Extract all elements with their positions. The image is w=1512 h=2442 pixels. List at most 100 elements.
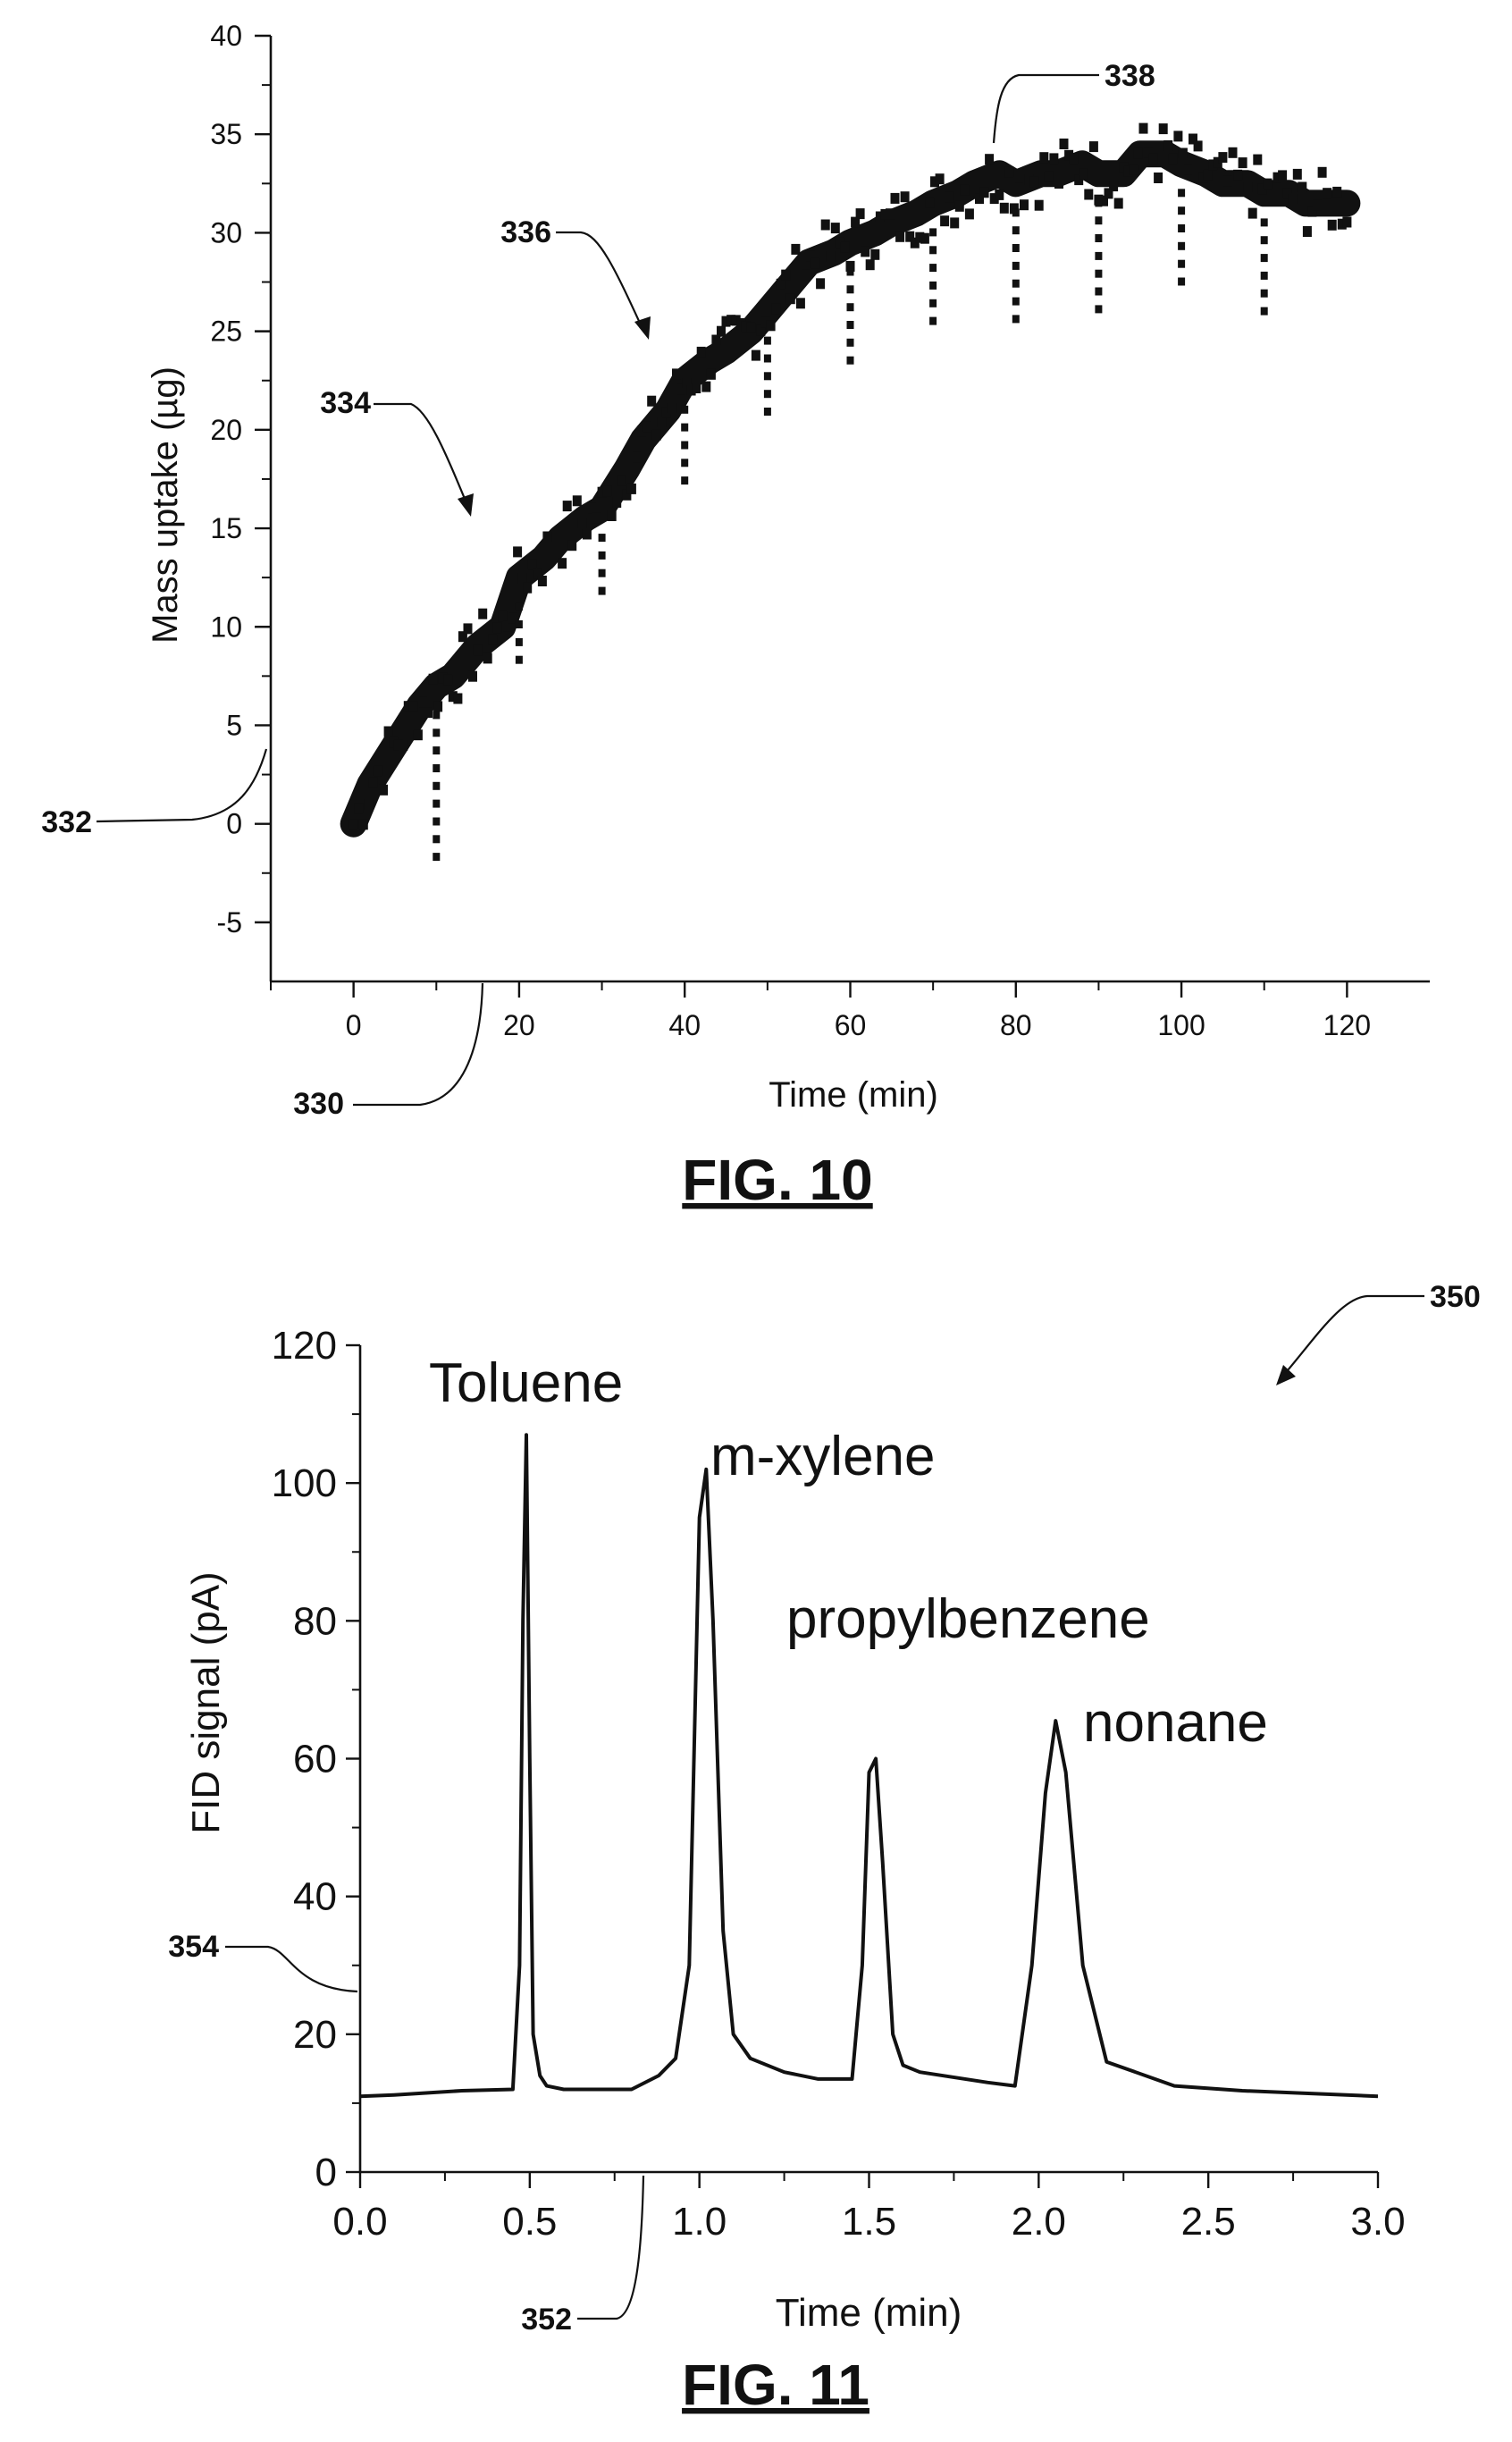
fig10-data-point bbox=[696, 346, 706, 358]
fig10-data-point bbox=[1263, 178, 1273, 189]
fig10-data-point bbox=[811, 257, 820, 269]
fig10-data-point bbox=[433, 701, 443, 712]
fig10-dip-point bbox=[598, 534, 606, 543]
fig10-data-point bbox=[517, 573, 527, 584]
fig10-dip-point bbox=[1012, 208, 1020, 217]
fig10-dip-point bbox=[1260, 307, 1268, 316]
fig10-dip-point bbox=[1095, 234, 1103, 242]
fig10-data-point bbox=[692, 383, 701, 393]
fig10-data-point bbox=[1257, 183, 1267, 195]
fig10-data-point bbox=[542, 531, 552, 543]
fig10-data-point bbox=[1024, 174, 1034, 185]
fig10-dip-point bbox=[1095, 216, 1103, 225]
fig10-data-point bbox=[438, 672, 448, 684]
fig10-dip-point bbox=[598, 551, 606, 560]
ref-332-label: 332 bbox=[41, 805, 92, 839]
fig10-dip-point bbox=[1178, 224, 1186, 232]
fig10-dip-point bbox=[846, 267, 854, 276]
fig10-dip-point bbox=[433, 728, 441, 737]
fig10-data-point bbox=[751, 349, 760, 361]
fig10-data-point bbox=[1332, 186, 1342, 198]
fig10-data-point bbox=[945, 191, 954, 203]
fig10-data-point bbox=[746, 322, 756, 333]
fig10-data-point bbox=[940, 215, 950, 227]
fig10-data-point bbox=[577, 518, 587, 528]
fig10-dip-point bbox=[763, 354, 771, 363]
fig10-data-point bbox=[533, 568, 542, 579]
fig10-dip-point bbox=[1095, 287, 1103, 296]
fig10-data-point bbox=[717, 325, 726, 337]
fig10-data-point bbox=[582, 528, 592, 540]
fig10-data-point bbox=[999, 202, 1009, 214]
fig10-y-tick-label: 25 bbox=[210, 316, 242, 348]
fig10-data-point bbox=[1113, 198, 1123, 209]
fig10-data-point bbox=[607, 510, 617, 521]
fig10-data-point bbox=[1228, 147, 1238, 158]
fig10-data-point bbox=[905, 231, 915, 242]
fig10-data-point bbox=[1233, 169, 1243, 181]
fig10-dip-point bbox=[1178, 241, 1186, 250]
fig10-data-point bbox=[1123, 165, 1133, 177]
fig10-data-point bbox=[1079, 168, 1088, 180]
fig10-dip-point bbox=[1178, 259, 1186, 268]
fig10-x-tick-label: 20 bbox=[503, 1009, 535, 1041]
ref-350-label: 350 bbox=[1430, 1280, 1481, 1314]
fig10-dip-point bbox=[433, 711, 441, 720]
fig10-data-point bbox=[443, 674, 453, 686]
fig10-reference-334: 334 bbox=[320, 386, 474, 517]
fig10-data-point bbox=[1163, 140, 1173, 151]
fig10-data-point bbox=[642, 421, 651, 433]
fig10-data-point bbox=[686, 384, 696, 396]
fig10-dip-point bbox=[433, 799, 441, 808]
fig10-y-tick-label: 40 bbox=[210, 20, 242, 52]
fig10-y-tick-label: -5 bbox=[217, 906, 242, 939]
fig10-data-point bbox=[1020, 199, 1029, 211]
fig10-data-point bbox=[727, 315, 736, 326]
fig10-dip-point bbox=[433, 835, 441, 844]
fig11-y-tick-label: 0 bbox=[315, 2151, 337, 2194]
fig10-data-point bbox=[488, 634, 498, 645]
fig10-data-point bbox=[930, 176, 939, 188]
fig10-data-point bbox=[920, 232, 929, 244]
fig10-data-point bbox=[1178, 147, 1188, 159]
fig10-data-point bbox=[960, 184, 970, 196]
fig11-chromatogram-line bbox=[359, 1433, 1379, 2099]
fig10-data-point bbox=[865, 259, 875, 271]
fig10-data-point bbox=[399, 740, 408, 751]
fig10-y-tick-label: 0 bbox=[226, 808, 242, 840]
fig10-dip-point bbox=[681, 405, 689, 414]
ref-336-leader bbox=[556, 231, 645, 332]
fig10-dip-point bbox=[1012, 226, 1020, 235]
fig10-data-point bbox=[637, 425, 646, 437]
fig10-data-point bbox=[1074, 174, 1084, 186]
fig10-y-axis-label: Mass uptake (µg) bbox=[146, 366, 185, 644]
fig10-data-point bbox=[597, 486, 607, 498]
fig10-data-point bbox=[1088, 141, 1098, 153]
fig10-dip-point bbox=[1095, 251, 1103, 260]
fig10-dip-point bbox=[433, 853, 441, 862]
fig10-data-point bbox=[478, 608, 488, 619]
fig10-data-point bbox=[667, 402, 676, 414]
fig10-data-point bbox=[558, 558, 567, 569]
fig10-data-point bbox=[870, 248, 880, 260]
fig10-dip-point bbox=[1178, 189, 1186, 198]
ref-350-leader bbox=[1281, 1294, 1424, 1377]
fig10-data-point bbox=[453, 693, 463, 704]
fig11-reference-352: 352 bbox=[521, 2175, 645, 2337]
fig10-data-point bbox=[1337, 218, 1347, 230]
fig10-data-point bbox=[513, 546, 523, 558]
fig10-dip-point bbox=[681, 476, 689, 485]
fig10-data-point bbox=[706, 368, 716, 380]
fig10-dip-point bbox=[1012, 297, 1020, 306]
fig10-data-point bbox=[1044, 171, 1054, 182]
fig10-dip-point bbox=[681, 423, 689, 432]
fig10-data-point bbox=[617, 475, 626, 486]
fig10-data-point bbox=[1109, 181, 1119, 192]
fig10-data-point bbox=[1069, 153, 1079, 164]
fig10-reference-332: 332 bbox=[41, 748, 268, 839]
fig10-data-point bbox=[791, 243, 801, 255]
fig10-x-tick-label: 100 bbox=[1157, 1009, 1205, 1041]
fig10-data-point bbox=[880, 208, 890, 220]
fig10-data-point bbox=[1133, 147, 1143, 159]
